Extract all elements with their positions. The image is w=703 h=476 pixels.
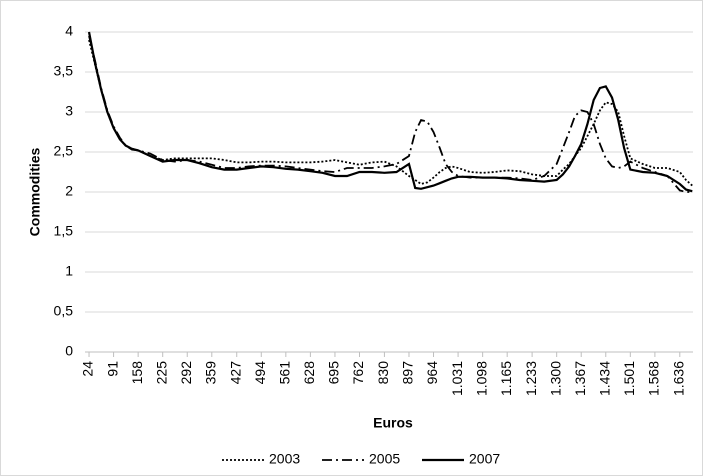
y-tick-label: 0,5	[54, 303, 74, 319]
x-tick-label: 1.367	[572, 361, 588, 396]
y-tick-label: 1	[65, 263, 73, 279]
y-tick-label: 0	[65, 343, 73, 359]
x-tick-label: 292	[178, 361, 194, 385]
x-tick-label: 359	[203, 361, 219, 385]
x-tick-label: 695	[326, 361, 342, 385]
x-tick-label: 225	[153, 361, 169, 385]
y-axis-title: Commodities	[27, 147, 43, 236]
legend-label: 2007	[469, 451, 500, 467]
x-tick-label: 964	[424, 361, 440, 385]
x-tick-label: 1.165	[498, 361, 514, 396]
x-axis-title: Euros	[373, 415, 413, 431]
y-tick-label: 2	[65, 183, 73, 199]
x-tick-label: 1.300	[547, 361, 563, 396]
x-tick-label: 830	[375, 361, 391, 385]
x-tick-label: 1.031	[449, 361, 465, 396]
y-tick-label: 1,5	[54, 223, 74, 239]
y-tick-label: 3	[65, 103, 73, 119]
x-tick-label: 427	[227, 361, 243, 385]
x-tick-label: 762	[350, 361, 366, 385]
y-tick-label: 2,5	[54, 143, 74, 159]
x-tick-label: 494	[252, 361, 268, 385]
y-tick-label: 3,5	[54, 63, 74, 79]
series-line	[87, 31, 693, 193]
x-tick-label: 91	[104, 361, 120, 377]
series-line	[88, 39, 693, 187]
x-tick-label: 628	[301, 361, 317, 385]
x-tick-label: 1.501	[621, 361, 637, 396]
x-tick-label: 1.233	[523, 361, 539, 396]
x-tick-label: 1.636	[671, 361, 687, 396]
x-tick-label: 1.434	[596, 361, 612, 396]
legend-label: 2005	[369, 451, 400, 467]
x-tick-label: 24	[80, 361, 96, 377]
y-tick-label: 4	[65, 23, 73, 39]
x-tick-label: 1.098	[473, 361, 489, 396]
x-tick-label: 1.568	[646, 361, 662, 396]
x-tick-label: 897	[400, 361, 416, 385]
legend-label: 2003	[269, 451, 300, 467]
x-tick-label: 158	[129, 361, 145, 385]
x-tick-label: 561	[277, 361, 293, 385]
